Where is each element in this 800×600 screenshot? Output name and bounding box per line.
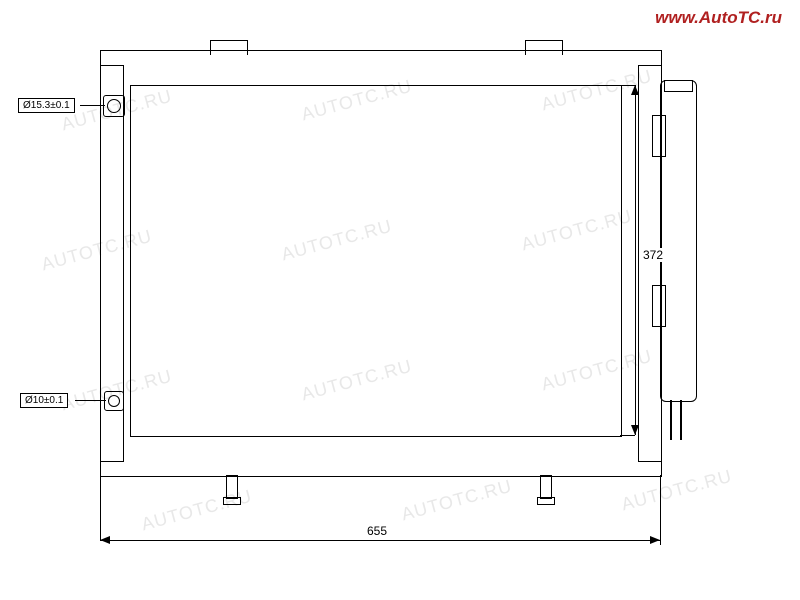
dim-height-label: 372 [641,248,665,262]
port-bottom-flange [104,391,124,411]
arrow [631,85,639,95]
arrow [100,536,110,544]
arrow [650,536,660,544]
drier-bracket [652,285,666,327]
bottom-post-foot [223,497,241,505]
bottom-post [226,475,238,499]
leader-line [80,105,105,106]
bottom-post-foot [537,497,555,505]
drier-cap [664,80,693,92]
drier-bracket [652,115,666,157]
top-bracket [210,40,248,55]
dim-ext [100,475,101,540]
dim-ext [620,435,635,436]
dim-height-line [635,85,636,435]
watermark: AUTOTC.RU [399,476,514,526]
arrow [631,425,639,435]
core-area [130,85,622,437]
source-url: www.AutoTC.ru [655,8,782,28]
port-top-flange [103,95,125,117]
port-bottom-label: Ø10±0.1 [20,393,68,408]
dim-width-line [100,540,660,541]
port-top-label: Ø15.3±0.1 [18,98,75,113]
leader-line [75,400,106,401]
dim-ext [660,475,661,545]
drier-outlet [680,400,682,440]
bottom-post [540,475,552,499]
drier-outlet [670,400,672,440]
top-bracket [525,40,563,55]
dim-width-label: 655 [365,524,389,538]
dim-ext [620,85,635,86]
